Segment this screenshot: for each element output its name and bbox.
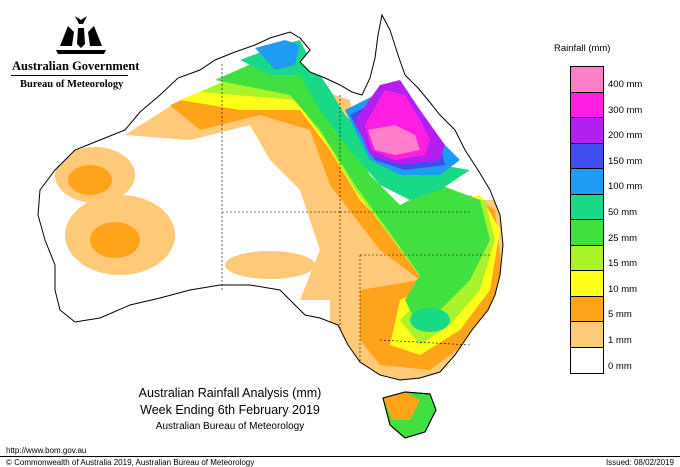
legend-swatch — [571, 296, 603, 322]
legend-label: 400 mm — [608, 79, 643, 90]
logo-divider — [11, 75, 128, 76]
legend-swatch — [571, 220, 603, 246]
legend-label: 1 mm — [608, 334, 632, 346]
website-url: http://www.bom.gov.au — [6, 446, 87, 455]
legend-label: 10 mm — [608, 283, 638, 295]
copyright-text: © Commonwealth of Australia 2019, Austra… — [6, 458, 255, 467]
legend-label: 100 mm — [608, 181, 643, 193]
legend-swatches — [570, 66, 604, 374]
legend-swatch — [571, 347, 603, 373]
legend-label: 5 mm — [608, 309, 632, 321]
legend-title: Rainfall (mm) — [554, 43, 611, 54]
legend-swatch — [571, 194, 603, 220]
legend-label: 50 mm — [608, 206, 638, 218]
legend-swatch — [571, 169, 603, 195]
legend-label: 0 mm — [608, 360, 632, 372]
legend-swatch — [571, 143, 603, 169]
legend-swatch — [571, 245, 603, 271]
issued-date: Issued: 08/02/2019 — [605, 458, 674, 467]
government-title: Australian Government — [12, 59, 140, 73]
legend-swatch — [571, 118, 603, 144]
legend-label: 25 mm — [608, 232, 638, 244]
coat-of-arms-icon — [56, 16, 106, 54]
legend-label: 150 mm — [608, 155, 643, 167]
map-source: Australian Bureau of Meteorology — [155, 421, 305, 432]
legend-label: 15 mm — [608, 258, 638, 270]
map-subtitle: Week Ending 6th February 2019 — [140, 403, 320, 417]
state-borders — [221, 64, 490, 362]
legend-label: 300 mm — [608, 104, 643, 116]
legend-swatch — [571, 322, 603, 348]
map-title: Australian Rainfall Analysis (mm) — [138, 386, 322, 400]
legend-swatch — [571, 67, 603, 93]
agency-title: Bureau of Meteorology — [20, 79, 124, 90]
legend-swatch — [571, 92, 603, 118]
legend-labels: 400 mm 300 mm 200 mm 150 mm 100 mm 50 mm 25 mm… — [608, 79, 642, 386]
footer-divider — [0, 456, 680, 457]
legend-label: 200 mm — [608, 130, 643, 142]
legend-swatch — [571, 271, 603, 297]
